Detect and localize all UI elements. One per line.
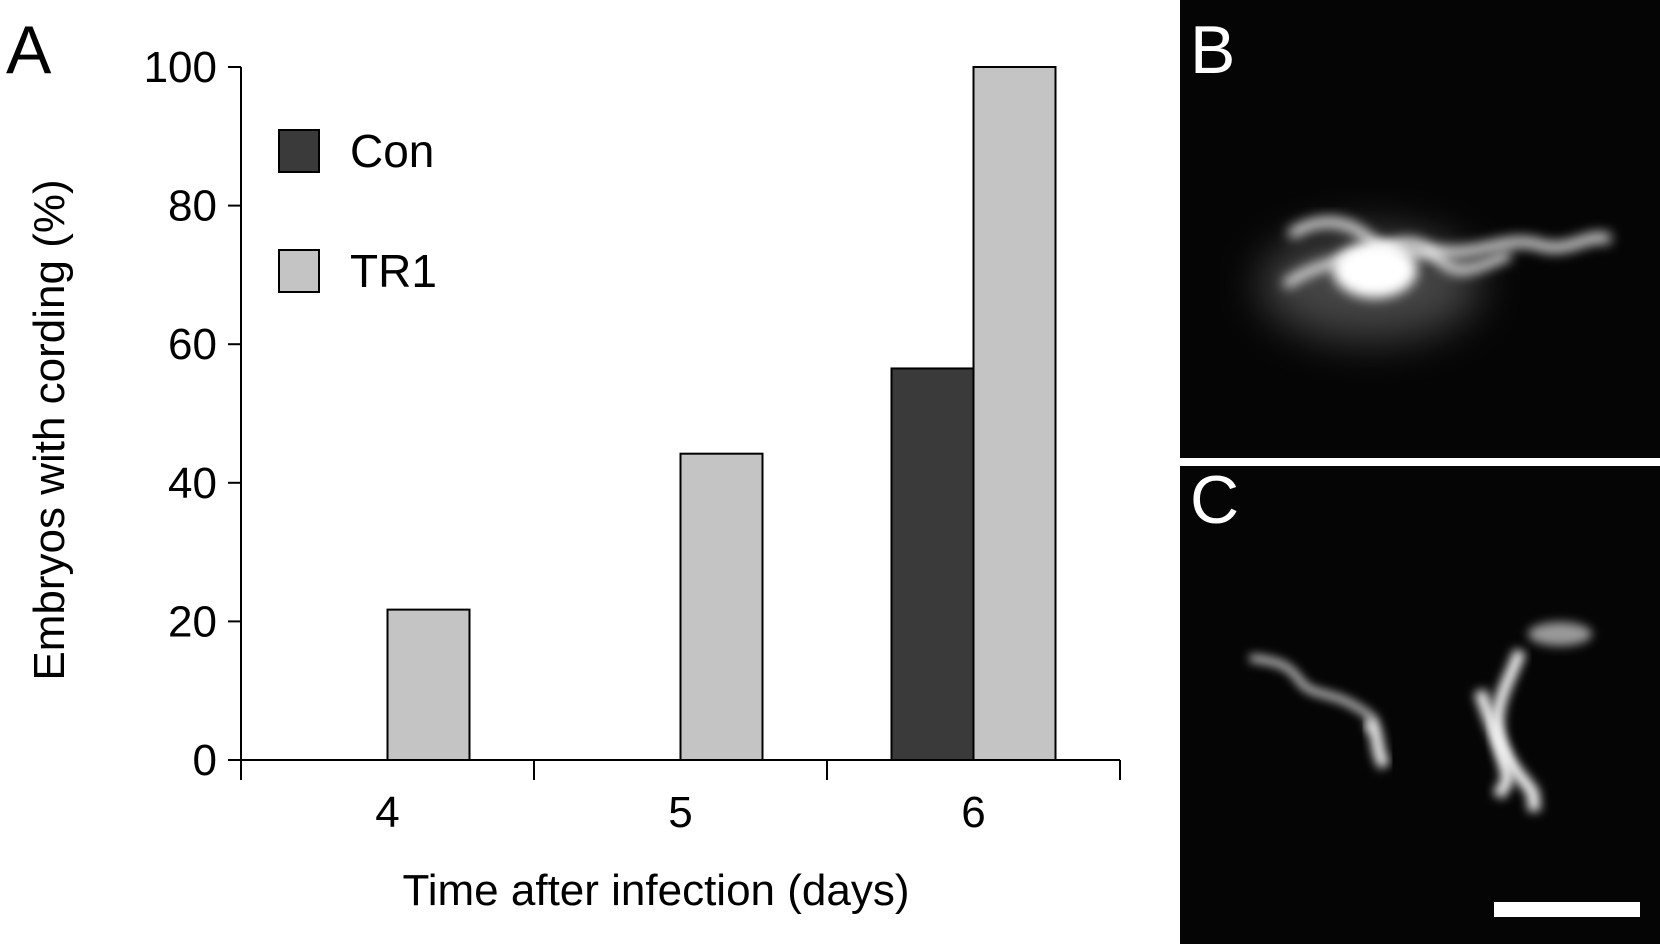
legend-label-con: Con — [350, 125, 434, 177]
x-tick-label: 5 — [668, 788, 692, 837]
x-axis-label: Time after infection (days) — [403, 866, 910, 915]
scale-bar — [1494, 902, 1640, 917]
legend: Con TR1 — [278, 125, 437, 297]
y-tick-label: 0 — [193, 736, 217, 785]
panel-a-label: A — [6, 12, 52, 88]
legend-label-tr1: TR1 — [350, 245, 437, 297]
y-tick-label: 40 — [168, 459, 217, 508]
micrograph-panel-c: C — [1180, 466, 1660, 944]
bar-chart: 0 20 40 60 80 100 4 5 6 Con TR1 Embryos with cord… — [25, 43, 1121, 915]
legend-swatch-con — [278, 129, 320, 173]
bar-con-day6 — [890, 367, 975, 761]
bars — [386, 66, 1057, 762]
bar-tr1-day6 — [972, 66, 1057, 761]
legend-swatch-tr1 — [278, 249, 320, 293]
y-tick-label: 80 — [168, 182, 217, 231]
x-tick-label: 6 — [961, 788, 985, 837]
x-tick-label: 4 — [375, 788, 399, 837]
fluorescent-cord-icon — [1249, 622, 1592, 813]
bar-tr1-day5 — [679, 452, 764, 761]
axes: 0 20 40 60 80 100 4 5 6 — [144, 43, 1121, 837]
fluorescent-cord-icon — [1260, 217, 1613, 340]
bar-tr1-day4 — [386, 608, 471, 762]
y-axis-label: Embryos with cording (%) — [25, 179, 74, 680]
y-tick-label: 60 — [168, 320, 217, 369]
y-tick-label: 20 — [168, 597, 217, 646]
micrograph-panel-b: B — [1180, 0, 1660, 458]
panel-b-label: B — [1190, 12, 1236, 88]
y-tick-label: 100 — [144, 43, 217, 92]
panel-c-label: C — [1190, 466, 1240, 538]
